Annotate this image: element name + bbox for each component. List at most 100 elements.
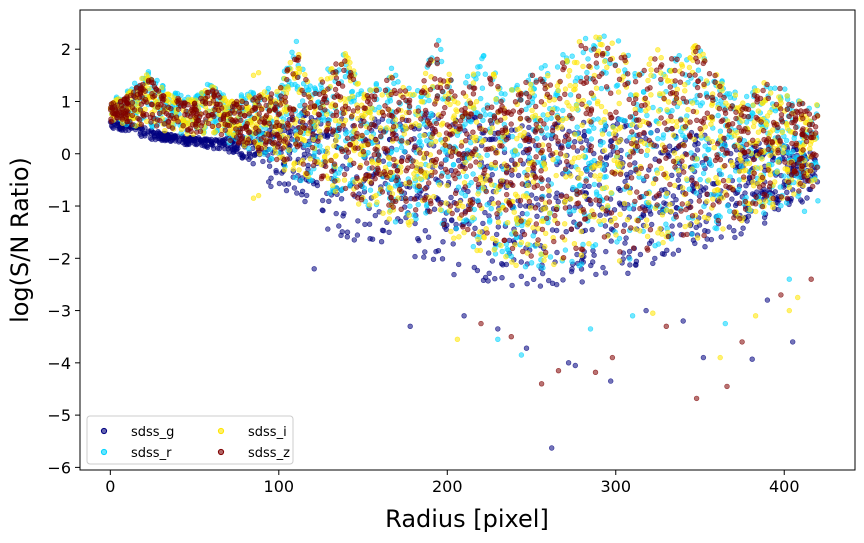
point-sdss_z [764, 81, 770, 88]
point-sdss_z [686, 72, 693, 79]
point-sdss_r [627, 256, 633, 262]
point-sdss_g [260, 158, 266, 165]
point-sdss_z [328, 157, 334, 164]
point-sdss_g [283, 187, 290, 194]
point-sdss_z [761, 191, 767, 198]
point-sdss_z [612, 135, 618, 142]
point-sdss_i [705, 177, 712, 183]
point-sdss_z [799, 131, 805, 138]
outlier-point-sdss_r [815, 198, 821, 204]
point-sdss_z [114, 102, 120, 108]
point-sdss_z [796, 188, 802, 194]
point-sdss_i [542, 166, 549, 172]
point-sdss_r [717, 128, 724, 134]
point-sdss_z [161, 108, 167, 115]
point-sdss_i [578, 252, 585, 258]
point-sdss_i [759, 156, 765, 162]
point-sdss_g [180, 135, 186, 142]
point-sdss_g [729, 196, 735, 202]
point-sdss_z [591, 46, 597, 52]
point-sdss_g [623, 171, 630, 178]
point-sdss_r [750, 110, 756, 117]
point-sdss_z [340, 110, 346, 117]
point-sdss_r [643, 152, 650, 158]
point-sdss_r [576, 263, 582, 269]
point-sdss_i [509, 87, 515, 93]
point-sdss_r [782, 86, 788, 92]
point-sdss_i [546, 188, 552, 194]
point-sdss_g [652, 255, 658, 262]
point-sdss_g [583, 137, 590, 144]
point-sdss_z [462, 165, 468, 172]
point-sdss_g [367, 236, 373, 242]
point-sdss_i [331, 143, 337, 149]
point-sdss_g [422, 228, 428, 234]
point-sdss_z [736, 124, 742, 131]
point-sdss_i [667, 201, 673, 208]
point-sdss_z [387, 169, 394, 176]
point-sdss_i [328, 75, 334, 81]
point-sdss_i [493, 96, 499, 102]
point-sdss_g [553, 281, 560, 288]
point-sdss_z [477, 125, 483, 132]
point-sdss_g [320, 197, 326, 204]
point-sdss_r [644, 112, 650, 119]
point-sdss_r [361, 185, 368, 191]
point-sdss_z [603, 195, 610, 201]
point-sdss_g [291, 185, 298, 191]
point-sdss_z [263, 102, 269, 109]
point-sdss_g [519, 210, 526, 217]
point-sdss_z [406, 117, 412, 124]
point-sdss_i [655, 230, 661, 236]
point-sdss_z [256, 111, 262, 117]
point-sdss_r [517, 143, 523, 149]
point-sdss_r [332, 171, 338, 177]
point-sdss_i [374, 199, 380, 205]
point-sdss_z [467, 197, 474, 204]
point-sdss_z [633, 117, 640, 123]
point-sdss_g [421, 254, 427, 260]
point-sdss_i [689, 166, 695, 172]
point-sdss_z [504, 191, 510, 198]
point-sdss_i [380, 210, 386, 216]
point-sdss_i [495, 219, 502, 225]
point-sdss_r [588, 136, 595, 142]
point-sdss_g [362, 221, 368, 228]
point-sdss_g [621, 205, 627, 212]
point-sdss_i [355, 80, 361, 87]
point-sdss_g [522, 203, 529, 209]
point-sdss_z [652, 176, 659, 182]
point-sdss_z [227, 137, 234, 144]
point-sdss_g [448, 194, 454, 201]
point-sdss_z [199, 120, 206, 126]
point-sdss_z [542, 249, 549, 256]
point-sdss_i [686, 222, 693, 228]
point-sdss_r [571, 208, 577, 214]
point-sdss_z [342, 103, 349, 110]
point-sdss_z [344, 135, 351, 142]
point-sdss_z [265, 131, 272, 137]
point-sdss_g [537, 283, 544, 289]
point-sdss_z [382, 103, 388, 109]
point-sdss_g [433, 248, 439, 255]
point-sdss_i [636, 170, 642, 177]
point-sdss_z [251, 115, 258, 122]
point-sdss_r [268, 155, 274, 162]
point-sdss_i [384, 125, 390, 131]
point-sdss_z [709, 114, 715, 120]
point-sdss_z [350, 76, 357, 83]
point-sdss_r [660, 132, 667, 138]
point-sdss_i [282, 108, 289, 115]
point-sdss_z [274, 156, 280, 163]
point-sdss_g [533, 195, 539, 202]
point-sdss_g [569, 266, 575, 272]
point-sdss_z [438, 173, 445, 179]
point-sdss_g [574, 148, 581, 154]
point-sdss_z [278, 84, 284, 91]
point-sdss_z [136, 117, 143, 123]
point-sdss_i [290, 166, 296, 172]
point-sdss_i [477, 174, 484, 181]
point-sdss_z [549, 110, 555, 116]
point-sdss_z [213, 89, 220, 95]
point-sdss_g [693, 224, 699, 231]
